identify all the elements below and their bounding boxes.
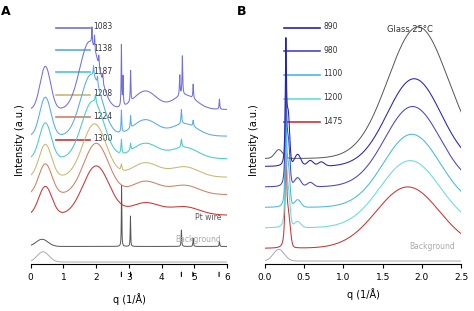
Text: Glass 25°C: Glass 25°C: [387, 25, 432, 34]
Text: 1200: 1200: [324, 93, 343, 102]
Text: Pt wire: Pt wire: [195, 212, 221, 221]
Text: 1100: 1100: [324, 69, 343, 78]
Y-axis label: Intensity (a.u.): Intensity (a.u.): [15, 104, 25, 176]
Text: 1300: 1300: [93, 134, 113, 143]
Text: Background: Background: [176, 235, 221, 244]
Text: Background: Background: [410, 243, 456, 252]
Text: 1083: 1083: [93, 22, 113, 31]
Text: A: A: [1, 5, 11, 18]
Text: 980: 980: [324, 45, 338, 54]
Text: 890: 890: [324, 22, 338, 31]
X-axis label: q (1/Å): q (1/Å): [112, 294, 146, 305]
Text: 1187: 1187: [93, 67, 113, 76]
Text: 1208: 1208: [93, 89, 113, 98]
Text: 1224: 1224: [93, 112, 113, 121]
Text: 1138: 1138: [93, 44, 113, 53]
Text: 1475: 1475: [324, 117, 343, 126]
Y-axis label: Intensity (a.u.): Intensity (a.u.): [249, 104, 259, 176]
Text: B: B: [237, 5, 246, 18]
X-axis label: q (1/Å): q (1/Å): [346, 288, 379, 300]
